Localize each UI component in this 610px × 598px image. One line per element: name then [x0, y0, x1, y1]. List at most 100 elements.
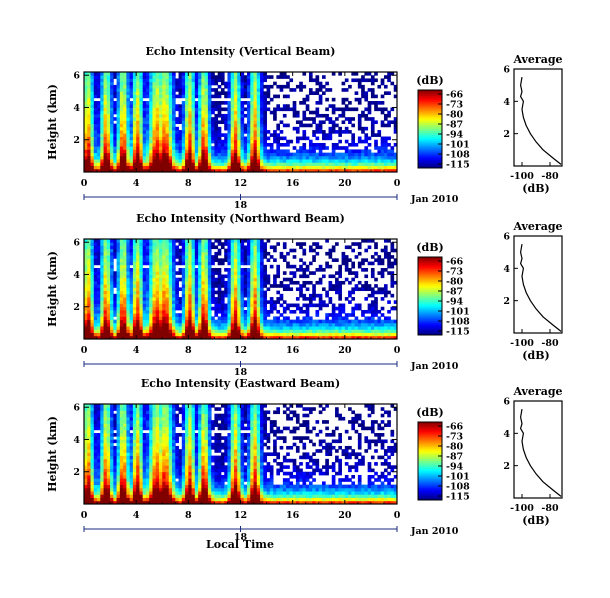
- heatmap-cell: [178, 319, 183, 324]
- heatmap-cell: [129, 300, 134, 304]
- heatmap-cell: [318, 126, 323, 131]
- heatmap-cell: [250, 84, 254, 89]
- heatmap-cell: [100, 280, 104, 285]
- heatmap-cell: [224, 248, 228, 253]
- heatmap-cell: [116, 94, 121, 99]
- heatmap-cell: [194, 136, 199, 141]
- heatmap-cell: [266, 168, 271, 173]
- heatmap-cell: [211, 120, 215, 125]
- heatmap-cell: [168, 84, 173, 89]
- heatmap-cell: [247, 284, 251, 288]
- heatmap-cell: [93, 468, 98, 473]
- heatmap-cell: [93, 322, 98, 327]
- heatmap-cell: [181, 142, 186, 147]
- heatmap-cell: [338, 287, 342, 292]
- heatmap-cell: [142, 126, 147, 131]
- heatmap-cell: [123, 165, 127, 170]
- heatmap-cell: [217, 335, 222, 340]
- heatmap-cell: [348, 168, 352, 173]
- heatmap-cell: [162, 332, 166, 337]
- heatmap-cell: [256, 81, 261, 86]
- heatmap-cell: [370, 94, 375, 99]
- heatmap-cell: [168, 306, 173, 311]
- heatmap-cell: [113, 255, 117, 259]
- heatmap-cell: [220, 242, 225, 246]
- heatmap-cell: [149, 264, 153, 269]
- heatmap-cell: [318, 297, 323, 301]
- heatmap-cell: [149, 155, 153, 160]
- heatmap-cell: [217, 110, 222, 115]
- heatmap-cell: [305, 104, 310, 108]
- heatmap-cell: [103, 271, 108, 275]
- heatmap-cell: [119, 290, 124, 295]
- heatmap-cell: [370, 159, 375, 163]
- colorbar-step: [418, 264, 442, 268]
- heatmap-cell: [123, 155, 127, 160]
- heatmap-cell: [103, 120, 108, 125]
- heatmap-cell: [162, 120, 166, 125]
- heatmap-cell: [191, 280, 196, 285]
- heatmap-cell: [113, 136, 117, 141]
- heatmap-cell: [84, 255, 88, 259]
- heatmap-cell: [100, 316, 104, 321]
- heatmap-cell: [116, 81, 121, 86]
- heatmap-cell: [198, 306, 202, 311]
- heatmap-cell: [260, 139, 264, 144]
- heatmap-cell: [370, 155, 375, 160]
- heatmap-cell: [100, 287, 104, 292]
- heatmap-cell: [198, 113, 202, 118]
- heatmap-cell: [149, 280, 153, 285]
- heatmap-cell: [158, 313, 163, 317]
- heatmap-cell: [172, 120, 176, 125]
- heatmap-cell: [106, 146, 111, 150]
- heatmap-cell: [318, 168, 323, 173]
- heatmap-cell: [116, 271, 121, 275]
- heatmap-cell: [240, 162, 245, 166]
- heatmap-cell: [110, 84, 114, 89]
- heatmap-cell: [279, 88, 284, 92]
- heatmap-cell: [158, 72, 163, 76]
- heatmap-cell: [119, 277, 124, 282]
- heatmap-cell: [322, 165, 326, 170]
- heatmap-cell: [292, 159, 297, 163]
- heatmap-cell: [106, 264, 111, 269]
- heatmap-cell: [315, 113, 320, 118]
- heatmap-cell: [152, 94, 157, 99]
- heatmap-cell: [260, 303, 264, 308]
- heatmap-cell: [302, 261, 307, 266]
- heatmap-cell: [211, 332, 215, 337]
- heatmap-cell: [84, 303, 88, 308]
- heatmap-cell: [380, 261, 385, 266]
- heatmap-cell: [237, 159, 241, 163]
- colorbar-step: [418, 301, 442, 305]
- heatmap-cell: [220, 155, 225, 160]
- heatmap-cell: [250, 123, 254, 128]
- heatmap-cell: [370, 335, 375, 340]
- heatmap-cell: [380, 110, 385, 115]
- heatmap-cell: [162, 159, 166, 163]
- heatmap-cell: [132, 159, 137, 163]
- heatmap-cell: [188, 117, 192, 121]
- heatmap-cell: [302, 309, 307, 314]
- heatmap-cell: [136, 152, 140, 157]
- heatmap-cell: [162, 139, 166, 144]
- heatmap-cell: [188, 113, 192, 118]
- heatmap-cell: [282, 123, 287, 128]
- heatmap-cell: [106, 332, 111, 337]
- heatmap-cell: [136, 274, 140, 279]
- heatmap-cell: [322, 120, 326, 125]
- x-tick-label: 0: [81, 345, 88, 356]
- heatmap-cell: [390, 152, 395, 157]
- heatmap-cell: [240, 94, 245, 99]
- heatmap-cell: [165, 309, 170, 314]
- heatmap-cell: [328, 117, 333, 121]
- heatmap-cell: [286, 162, 290, 166]
- heatmap-cell: [188, 300, 192, 304]
- heatmap-cell: [211, 319, 215, 324]
- panel-title: Echo Intensity (Eastward Beam): [141, 377, 340, 390]
- heatmap-cell: [100, 264, 104, 269]
- heatmap-cell: [361, 130, 365, 134]
- colorbar-frame: [417, 89, 443, 169]
- heatmap-cell: [328, 332, 333, 337]
- heatmap-cell: [145, 110, 150, 115]
